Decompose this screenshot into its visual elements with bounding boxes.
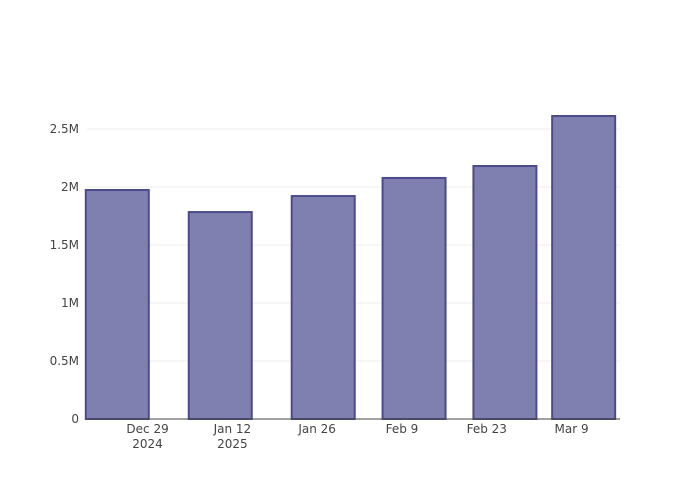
- bar: [551, 115, 617, 421]
- x-tick-label: Dec 29 2024: [126, 422, 168, 451]
- bar: [381, 176, 447, 420]
- y-tick-label: 2M: [61, 180, 79, 194]
- bar: [84, 189, 150, 420]
- y-tick-label: 2.5M: [50, 122, 79, 136]
- x-tick-label: Mar 9: [554, 422, 588, 436]
- x-tick-label: Feb 9: [386, 422, 419, 436]
- y-tick-label: 0: [71, 412, 79, 426]
- x-tick-label: Feb 23: [467, 422, 507, 436]
- x-tick-label: Jan 26: [297, 422, 336, 436]
- y-tick-label: 1M: [61, 296, 79, 310]
- x-tick-label: Jan 12 2025: [213, 422, 252, 451]
- bar: [187, 211, 253, 420]
- y-tick-label: 1.5M: [50, 238, 79, 252]
- bar: [290, 195, 356, 420]
- y-tick-label: 0.5M: [50, 354, 79, 368]
- bar: [472, 165, 538, 420]
